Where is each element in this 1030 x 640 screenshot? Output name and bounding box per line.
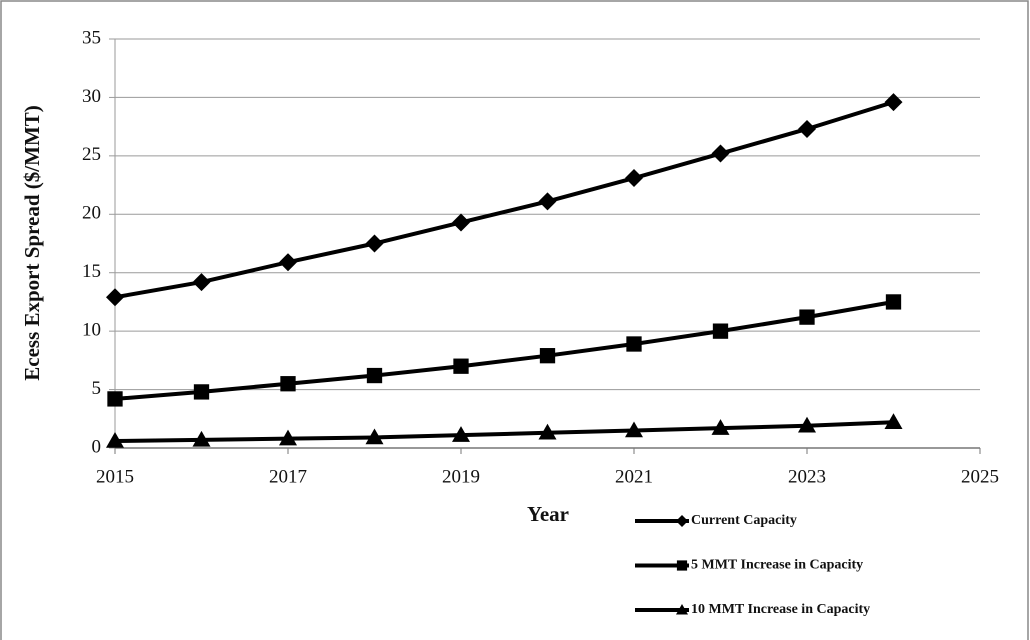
point <box>280 376 296 392</box>
point <box>711 419 730 435</box>
point <box>279 253 297 272</box>
x-tick-label: 2017 <box>269 466 307 487</box>
point <box>798 416 816 433</box>
point <box>192 273 211 292</box>
y-tick-label: 0 <box>92 436 102 457</box>
point <box>539 348 556 364</box>
x-tick-label: 2021 <box>615 466 653 487</box>
series-line <box>114 299 894 401</box>
y-tick-label: 35 <box>82 27 101 48</box>
legend-label: Current Capacity <box>691 513 797 528</box>
point <box>711 144 730 163</box>
legend-label: 10 MMT Increase in Capacity <box>691 602 870 617</box>
point <box>452 426 470 442</box>
point <box>885 294 902 310</box>
series-line <box>114 100 895 300</box>
y-tick-label: 10 <box>82 320 101 341</box>
x-tick-label: 2015 <box>96 466 134 487</box>
point <box>884 413 903 430</box>
y-tick-label: 30 <box>82 86 101 107</box>
legend-marker <box>676 560 688 571</box>
y-axis-label: Ecess Export Spread ($/MMT) <box>20 105 44 381</box>
point <box>538 423 557 440</box>
point <box>192 430 211 447</box>
point <box>193 384 210 400</box>
point <box>107 391 123 407</box>
point <box>106 431 124 448</box>
point <box>365 234 384 253</box>
point <box>366 367 383 384</box>
series-line <box>114 420 894 443</box>
point <box>452 213 470 232</box>
legend-marker <box>676 604 688 615</box>
point <box>625 169 643 188</box>
y-tick-label: 20 <box>82 203 101 224</box>
point <box>625 421 643 438</box>
point <box>365 428 384 445</box>
y-tick-label: 25 <box>82 144 101 165</box>
y-tick-label: 15 <box>82 261 101 282</box>
point <box>626 336 642 352</box>
point <box>453 358 469 374</box>
point <box>538 192 557 211</box>
legend-label: 5 MMT Increase in Capacity <box>691 558 863 573</box>
point <box>884 93 903 112</box>
point <box>799 309 815 325</box>
point <box>279 429 297 446</box>
point <box>106 288 124 307</box>
x-tick-label: 2025 <box>961 466 999 487</box>
x-tick-label: 2019 <box>442 466 480 487</box>
x-tick-label: 2023 <box>788 466 826 487</box>
y-tick-label: 5 <box>92 378 102 399</box>
legend-marker <box>676 515 688 527</box>
x-axis-label: Year <box>527 502 569 526</box>
point <box>798 119 816 138</box>
point <box>712 323 729 339</box>
